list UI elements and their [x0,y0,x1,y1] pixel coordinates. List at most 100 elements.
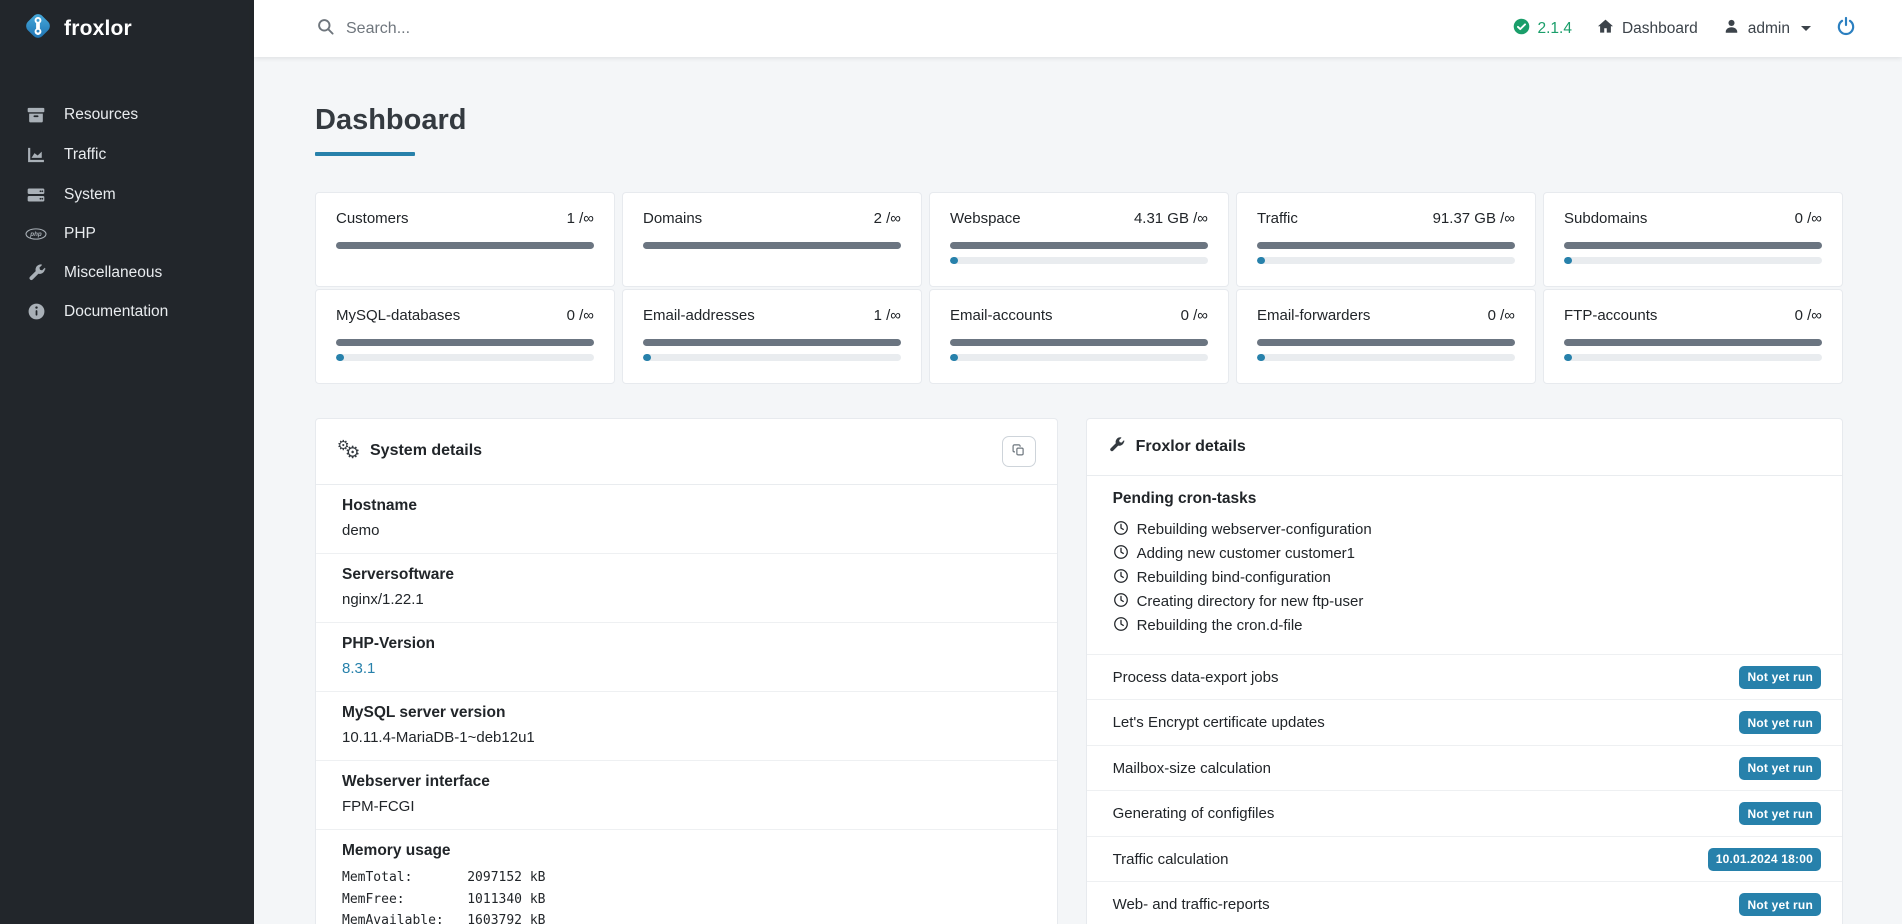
stat-label: Email-accounts [950,306,1053,324]
system-row-memory-usage: Memory usage MemTotal: 2097152 kB MemFre… [316,830,1057,924]
stat-label: Email-forwarders [1257,306,1371,324]
stat-card-mysql-databases: MySQL-databases 0 /∞ [315,288,615,384]
progress-bar-secondary [643,353,901,361]
stat-label: MySQL-databases [336,306,461,324]
status-badge: Not yet run [1739,711,1821,735]
system-details-title: System details [370,442,483,460]
clock-icon [1113,568,1129,588]
kv-value: nginx/1.22.1 [342,590,424,608]
cron-task-label: Rebuilding bind-configuration [1136,569,1331,587]
kv-value: 10.11.4-MariaDB-1~deb12u1 [342,728,535,746]
stat-label: Email-addresses [643,306,755,324]
stat-value: 4.31 GB /∞ [1133,209,1208,227]
job-label: Generating of configfiles [1112,805,1275,823]
job-label: Mailbox-size calculation [1112,759,1271,777]
brand[interactable]: froxlor [0,0,254,57]
status-badge: 10.01.2024 18:00 [1707,847,1821,871]
progress-bar [1564,338,1822,346]
pending-cron-title: Pending cron-tasks [1112,489,1257,507]
clock-icon [1113,616,1129,636]
sidebar-item-resources[interactable]: Resources [0,95,254,135]
version-link[interactable]: 2.1.4 [1513,18,1572,40]
sidebar-menu: Resources Traffic System [0,95,254,331]
stat-value: 0 /∞ [1794,209,1822,227]
progress-bar [1564,241,1822,249]
stat-card-ftp-accounts: FTP-accounts 0 /∞ [1543,288,1843,384]
sidebar-item-label: Traffic [64,146,107,163]
stat-card-email-forwarders: Email-forwarders 0 /∞ [1236,288,1536,384]
sidebar-item-miscellaneous[interactable]: Miscellaneous [0,253,254,292]
sidebar-item-system[interactable]: System [0,175,254,215]
stat-label: Domains [643,209,703,227]
user-menu[interactable]: admin [1723,18,1811,40]
sidebar-item-documentation[interactable]: Documentation [0,292,254,331]
stat-card-customers: Customers 1 /∞ [315,191,615,287]
cron-job-row: Mailbox-size calculation Not yet run [1086,746,1842,792]
power-icon [1836,16,1856,41]
stat-card-email-addresses: Email-addresses 1 /∞ [622,288,922,384]
stat-card-subdomains: Subdomains 0 /∞ [1543,191,1843,287]
sidebar: froxlor Resources Traffic [0,0,254,924]
sidebar-item-label: Documentation [64,302,169,320]
wrench-icon [25,263,47,282]
user-label: admin [1747,19,1790,37]
stat-label: Traffic [1257,209,1298,227]
stat-label: Webspace [950,209,1021,227]
chart-area-icon [25,145,47,165]
copy-system-details-button[interactable] [1001,435,1036,467]
copy-icon [1012,443,1025,460]
sidebar-item-traffic[interactable]: Traffic [0,135,254,175]
progress-bar [1257,241,1515,249]
stat-label: Subdomains [1564,209,1648,227]
php-version-link[interactable]: 8.3.1 [342,659,376,677]
progress-bar-secondary [336,353,594,361]
progress-bar [643,241,901,249]
progress-bar [643,338,901,346]
progress-bar-secondary [1564,256,1822,264]
kv-label: Webserver interface [342,772,490,790]
stat-value: 1 /∞ [566,209,594,227]
stat-value: 91.37 GB /∞ [1432,209,1515,227]
kv-value: demo [342,521,380,539]
box-icon [25,105,47,125]
sidebar-item-label: Miscellaneous [64,263,163,281]
system-row-webserver-interface: Webserver interface FPM-FCGI [316,761,1057,830]
server-icon [25,185,47,205]
stat-card-email-accounts: Email-accounts 0 /∞ [929,288,1229,384]
topbar-right: 2.1.4 Dashboard admin [1513,16,1856,41]
system-details-panel: ⚙ ⚙ System details Hostname demo [315,417,1058,924]
version-label: 2.1.4 [1537,19,1572,37]
stats-grid: Customers 1 /∞ Domains 2 /∞ Webspace 4.3… [315,191,1843,384]
cron-job-row: Web- and traffic-reports Not yet run [1087,882,1842,924]
system-row-hostname: Hostname demo [316,485,1057,554]
progress-bar-secondary [950,256,1208,264]
sidebar-item-label: PHP [64,225,96,242]
check-circle-icon [1513,18,1530,40]
cron-job-row: Traffic calculation 10.01.2024 18:00 [1086,837,1842,883]
job-label: Web- and traffic-reports [1112,896,1270,914]
sidebar-item-label: System [64,186,116,203]
main-area: Search... 2.1.4 Dashboard [254,0,1902,924]
page-title: Dashboard [315,104,467,136]
php-icon: php [25,227,47,241]
cron-task: Rebuilding the cron.d-file [1113,614,1816,638]
search-input[interactable]: Search... [316,17,410,41]
froxlor-details-title: Froxlor details [1135,437,1246,455]
dashboard-nav-link[interactable]: Dashboard [1597,18,1698,40]
job-label: Process data-export jobs [1112,668,1279,686]
dashboard-nav-label: Dashboard [1621,19,1698,37]
job-label: Let's Encrypt certificate updates [1112,714,1325,732]
cron-job-row: Let's Encrypt certificate updates Not ye… [1086,700,1842,746]
user-icon [1723,18,1740,40]
progress-bar [336,338,594,346]
search-placeholder: Search... [346,19,411,37]
cron-job-row: Generating of configfiles Not yet run [1086,791,1842,837]
progress-bar-secondary [1257,256,1515,264]
sidebar-item-php[interactable]: php PHP [0,215,254,253]
clock-icon [1113,544,1129,564]
logout-button[interactable] [1836,16,1856,41]
pending-cron-tasks: Pending cron-tasks Rebuilding webserver-… [1086,476,1842,655]
cron-task: Adding new customer customer1 [1113,542,1816,566]
system-row-php-version: PHP-Version 8.3.1 [316,623,1057,692]
cron-task-label: Adding new customer customer1 [1136,545,1355,563]
